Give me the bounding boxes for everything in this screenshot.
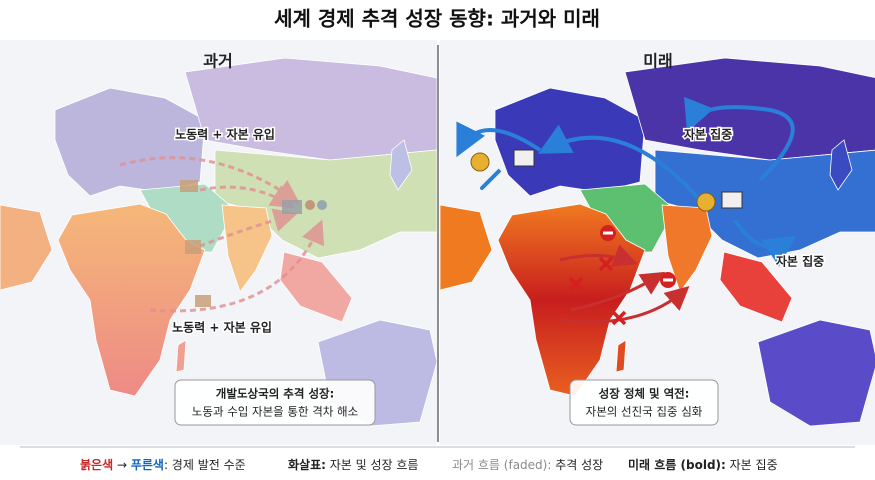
legend-part: 미래 흐름 (bold):	[628, 457, 726, 472]
factory-icon	[282, 200, 302, 214]
panel-title: 미래	[643, 52, 672, 71]
people-icon	[317, 200, 327, 210]
madagascar	[175, 339, 187, 373]
legend-item: 화살표: 자본 및 성장 흐름	[288, 457, 418, 472]
note-text: 노동과 수입 자본을 통한 격차 해소	[192, 405, 358, 419]
madagascar	[615, 339, 627, 373]
arrow	[684, 96, 795, 182]
legend-part: 과거 흐름 (faded):	[452, 458, 551, 472]
money-bag	[470, 152, 490, 172]
note-box	[174, 379, 376, 426]
legend-part: →	[113, 458, 131, 472]
blocked-flows	[559, 244, 690, 324]
southeast-asia	[279, 251, 353, 323]
flow-label: 노동력 + 자본 유입	[175, 127, 275, 142]
factory-icon	[185, 240, 201, 254]
note-box	[569, 379, 719, 426]
factory-icon	[195, 295, 211, 307]
legend-part: 자본 집중	[726, 458, 778, 472]
panel-title: 과거	[203, 52, 232, 71]
arrow	[199, 185, 296, 209]
flow-label: 노동력 + 자본 유입	[172, 320, 272, 335]
factory-icon	[180, 180, 198, 192]
legend-part: 추격 성장	[551, 458, 603, 472]
capital-icons	[470, 149, 743, 212]
cross	[568, 276, 584, 292]
arrow	[733, 218, 797, 267]
note-title: 개발도상국의 추격 성장:	[216, 387, 334, 401]
cross	[598, 256, 614, 272]
cross-marks	[568, 256, 627, 326]
arrow	[559, 286, 690, 324]
legend-item: 붉은색 → 푸른색: 경제 발전 수준	[80, 457, 246, 472]
legend-part: 푸른색	[131, 457, 164, 472]
people-icon	[305, 200, 315, 210]
money-bag	[696, 192, 716, 212]
arrow	[569, 271, 666, 312]
map-past	[0, 57, 438, 427]
bank-icon	[513, 149, 535, 167]
stop-bar	[663, 278, 673, 282]
cross	[611, 310, 627, 326]
americas	[0, 204, 53, 291]
arrow	[559, 244, 638, 267]
title: 세계 경제 추격 성장 동향: 과거와 미래	[274, 7, 600, 31]
africa	[57, 203, 206, 397]
legend-part: 화살표:	[288, 457, 326, 472]
legend-item: 미래 흐름 (bold): 자본 집중	[628, 457, 778, 472]
legend: 붉은색 → 푸른색: 경제 발전 수준 화살표: 자본 및 성장 흐름 과거 흐…	[80, 457, 778, 472]
australia	[757, 319, 875, 427]
stop-signs	[600, 225, 676, 288]
note-text: 자본의 선진국 집중 심화	[586, 405, 703, 419]
japan	[389, 139, 413, 191]
arrow	[149, 219, 325, 313]
flow-label: 자본 집중	[684, 127, 732, 142]
legend-part: 자본 및 성장 흐름	[326, 458, 419, 472]
note-title: 성장 정체 및 역전:	[599, 387, 690, 401]
arrow	[480, 168, 502, 190]
japan	[829, 139, 853, 191]
future-flows	[456, 96, 797, 267]
flow-label: 자본 집중	[776, 254, 824, 269]
arrow	[456, 121, 542, 158]
legend-item: 과거 흐름 (faded): 추격 성장	[452, 458, 603, 472]
americas	[439, 204, 493, 291]
past-icons	[180, 180, 327, 307]
stop-bar	[603, 231, 613, 235]
bank-icon	[721, 191, 743, 209]
africa	[497, 203, 646, 397]
arrow	[537, 124, 702, 202]
legend-part: 붉은색	[80, 457, 113, 472]
india	[221, 204, 273, 293]
legend-part: : 경제 발전 수준	[164, 458, 246, 472]
